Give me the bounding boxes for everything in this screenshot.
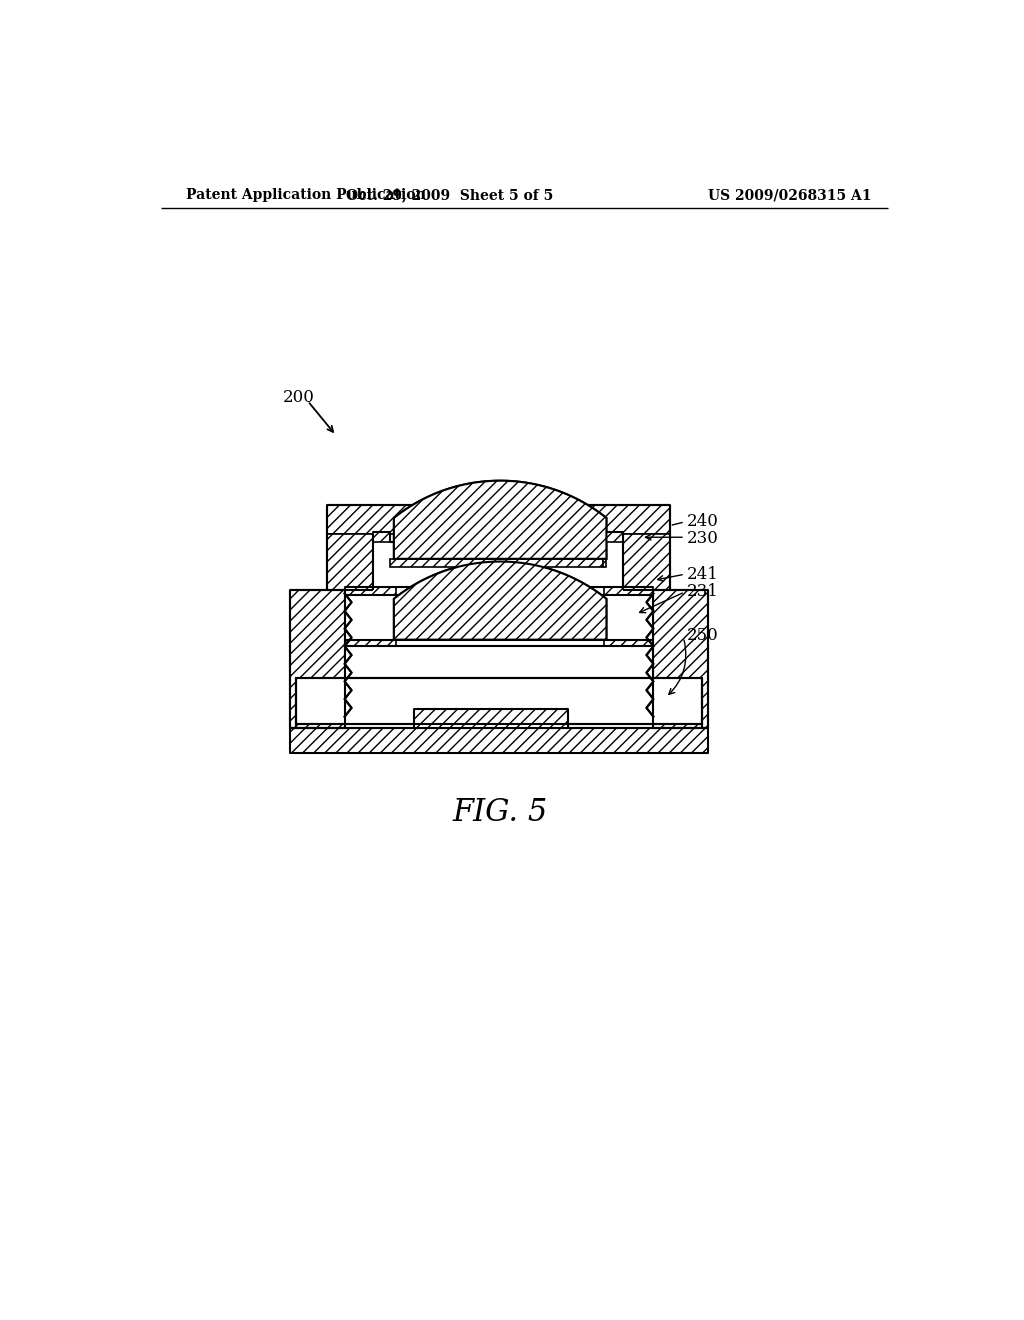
- Bar: [345, 587, 396, 595]
- Bar: [373, 532, 390, 543]
- Bar: [390, 558, 602, 566]
- Text: 240: 240: [686, 513, 719, 531]
- Text: US 2009/0268315 A1: US 2009/0268315 A1: [708, 189, 871, 202]
- Bar: [327, 506, 416, 535]
- Bar: [581, 506, 670, 535]
- Polygon shape: [394, 480, 606, 558]
- Bar: [345, 590, 653, 729]
- Text: 230: 230: [686, 529, 719, 546]
- Text: 200: 200: [283, 388, 315, 405]
- Polygon shape: [394, 561, 606, 640]
- Bar: [345, 640, 396, 645]
- Text: 250: 250: [686, 627, 718, 644]
- Text: FIG. 5: FIG. 5: [453, 797, 548, 829]
- Bar: [414, 709, 568, 729]
- Bar: [624, 535, 670, 590]
- Polygon shape: [394, 480, 606, 558]
- Bar: [604, 640, 653, 645]
- Bar: [604, 587, 653, 595]
- Bar: [327, 535, 373, 590]
- Bar: [602, 558, 606, 566]
- Text: 231: 231: [686, 583, 719, 601]
- Bar: [290, 729, 708, 752]
- Polygon shape: [394, 561, 606, 640]
- Text: 241: 241: [686, 566, 719, 582]
- Bar: [653, 590, 708, 729]
- Bar: [416, 506, 581, 535]
- Bar: [296, 678, 701, 725]
- Bar: [606, 532, 624, 543]
- Bar: [373, 543, 624, 590]
- Bar: [290, 590, 345, 729]
- Text: Oct. 29, 2009  Sheet 5 of 5: Oct. 29, 2009 Sheet 5 of 5: [346, 189, 554, 202]
- Text: Patent Application Publication: Patent Application Publication: [186, 189, 426, 202]
